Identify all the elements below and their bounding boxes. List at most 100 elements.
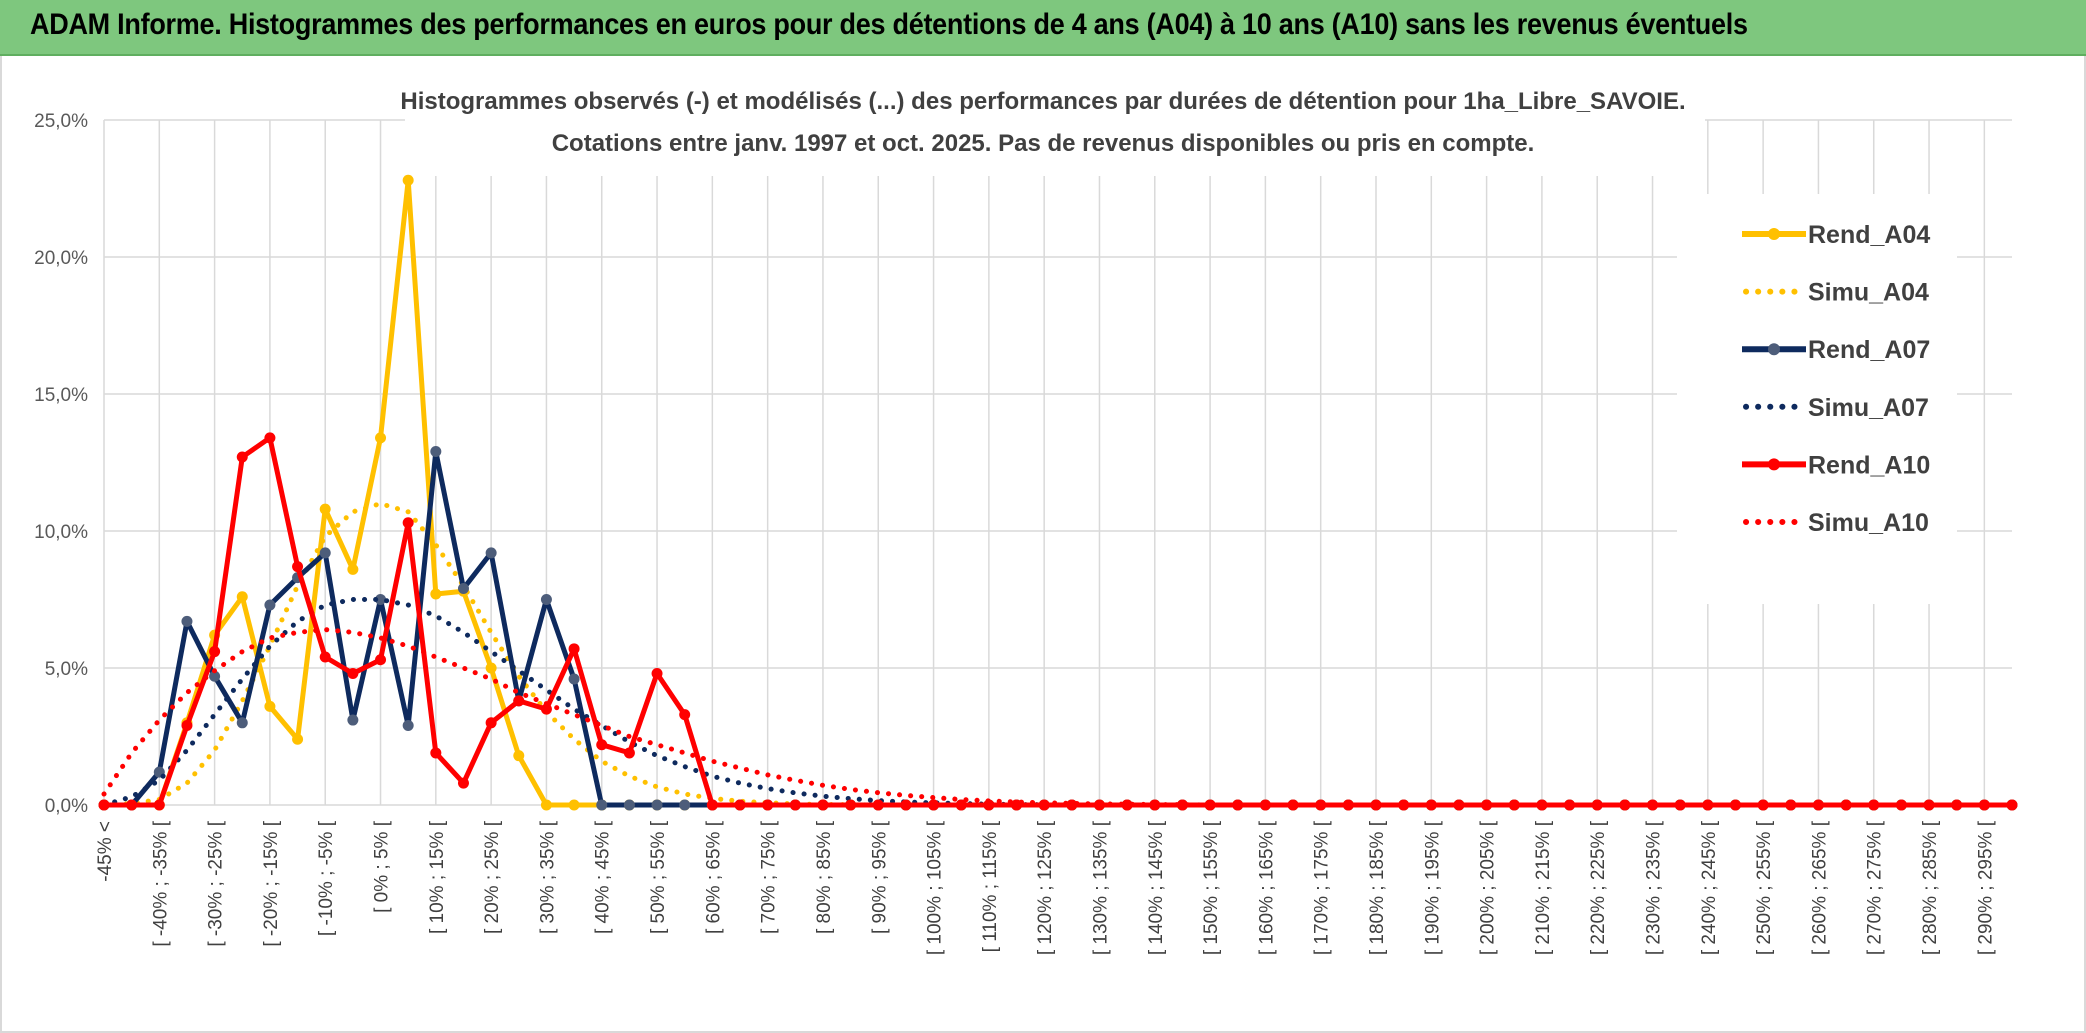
x-tick-label: [ 10% ; 15% [ [427, 820, 448, 934]
series-rend-a07-point [319, 547, 331, 559]
series-rend-a10-point [1564, 799, 1576, 811]
x-tick-label: [ 190% ; 195% [ [1422, 820, 1443, 955]
series-rend-a10-point [568, 643, 580, 655]
x-tick-label: [ -30% ; -25% [ [206, 820, 227, 946]
x-tick-label: [ 130% ; 135% [ [1090, 820, 1111, 955]
y-tick-label: 5,0% [45, 659, 88, 680]
x-tick-label: [ 70% ; 75% [ [759, 820, 780, 934]
x-tick-label: [ 280% ; 285% [ [1920, 820, 1941, 955]
series-rend-a10-point [153, 799, 165, 811]
legend-marker-rend-a04 [1768, 228, 1780, 240]
legend-label-simu-a04: Simu_A04 [1808, 279, 1929, 307]
series-rend-a10-point [1121, 799, 1133, 811]
x-tick-label: [ 260% ; 265% [ [1809, 820, 1830, 955]
x-tick-label: [ 140% ; 145% [ [1146, 820, 1167, 955]
x-tick-label: [ 90% ; 95% [ [869, 820, 890, 934]
series-rend-a07-point [485, 547, 497, 559]
series-rend-a07-point [209, 670, 221, 682]
series-rend-a10-point [1951, 799, 1963, 811]
x-tick-label: [ 290% ; 295% [ [1975, 820, 1996, 955]
series-rend-a10-point [1287, 799, 1299, 811]
series-rend-a10-point [181, 720, 193, 732]
series-rend-a10-point [457, 777, 469, 789]
series-group [98, 174, 2018, 811]
x-tick-label: [ 210% ; 215% [ [1533, 820, 1554, 955]
series-rend-a10-point [762, 799, 774, 811]
series-rend-a10-point [1674, 799, 1686, 811]
report-title: ADAM Informe. Histogrammes des performan… [30, 8, 1748, 41]
series-rend-a10-point [319, 651, 331, 663]
series-rend-a07-point [651, 799, 663, 811]
series-rend-a04-point [375, 432, 387, 444]
chart-title-line2: Cotations entre janv. 1997 et oct. 2025.… [552, 130, 1535, 157]
series-rend-a10-point [1453, 799, 1465, 811]
series-rend-a10-point [1508, 799, 1520, 811]
series-rend-a04-point [236, 591, 248, 603]
x-tick-label: [ 220% ; 225% [ [1588, 820, 1609, 955]
series-rend-a07-point [596, 799, 608, 811]
x-tick-label: [ -40% ; -35% [ [150, 820, 171, 946]
series-rend-a10-point [209, 646, 221, 658]
x-axis-ticks: -45% < [ -40% ; -35% [[ -30% ; -25% [[ -2… [95, 820, 1996, 955]
x-tick-label: [ 50% ; 55% [ [648, 820, 669, 934]
x-tick-label: [ 110% ; 115% [ [980, 820, 1001, 952]
series-rend-a07-point [181, 615, 193, 627]
series-rend-a10-point [651, 667, 663, 679]
x-tick-label: [ 60% ; 65% [ [703, 820, 724, 934]
series-rend-a10-line [104, 435, 2012, 808]
x-tick-label: [ 0% ; 5% [ [372, 820, 393, 913]
series-rend-a10-point [2006, 799, 2018, 811]
x-tick-label: [ 230% ; 235% [ [1644, 820, 1665, 955]
series-rend-a07-point [679, 799, 691, 811]
series-rend-a10-point [1342, 799, 1354, 811]
legend-label-simu-a07: Simu_A07 [1808, 394, 1929, 422]
series-rend-a04-point [430, 588, 442, 600]
series-simu-a10-line [101, 627, 2015, 808]
series-rend-a10-point [264, 432, 276, 444]
series-rend-a10-point [900, 799, 912, 811]
series-rend-a07-point [402, 720, 414, 732]
x-tick-label: [ 180% ; 185% [ [1367, 820, 1388, 955]
chart-title-line1: Histogrammes observés (-) et modélisés (… [400, 88, 1685, 115]
series-rend-a04-point [264, 700, 276, 712]
series-rend-a10-point [292, 561, 304, 573]
legend-label-rend-a04: Rend_A04 [1808, 221, 1930, 249]
legend-marker-rend-a10 [1768, 458, 1780, 471]
series-rend-a10-point [1619, 799, 1631, 811]
legend-label-rend-a10: Rend_A10 [1808, 451, 1930, 479]
series-rend-a10-point [1840, 799, 1852, 811]
series-rend-a07-point [375, 594, 387, 605]
series-rend-a10-point [845, 799, 857, 811]
series-rend-a10-point [430, 747, 442, 759]
y-tick-label: 20,0% [34, 248, 88, 269]
y-tick-label: 25,0% [34, 111, 88, 132]
series-rend-a10-point [789, 799, 801, 811]
x-tick-label: [ 270% ; 275% [ [1865, 820, 1886, 955]
series-rend-a10-point [706, 799, 718, 811]
x-tick-label: [ 30% ; 35% [ [537, 820, 558, 934]
series-rend-a10-point [817, 799, 829, 811]
x-tick-label: -45% < [95, 821, 116, 882]
series-rend-a10-point [623, 747, 635, 759]
series-rend-a07-point [568, 673, 580, 685]
series-rend-a10-point [402, 517, 414, 529]
series-rend-a10-point [236, 451, 248, 463]
series-rend-a04-point [485, 662, 497, 674]
series-rend-a04-point [319, 503, 331, 515]
x-tick-label: [ 250% ; 255% [ [1754, 820, 1775, 955]
series-rend-a10-point [872, 799, 884, 811]
histogram-chart: 0,0% 5,0% 10,0% 15,0% 20,0% 25,0% -45% < [ -40… [34, 76, 2018, 955]
y-tick-label: 10,0% [34, 522, 88, 543]
series-rend-a10-point [1176, 799, 1188, 811]
x-tick-label: [ 80% ; 85% [ [814, 820, 835, 934]
x-tick-label: [ 20% ; 25% [ [482, 820, 503, 934]
x-tick-label: [ 200% ; 205% [ [1478, 820, 1499, 955]
series-rend-a04-point [292, 733, 304, 745]
series-rend-a04-point [540, 799, 552, 811]
x-tick-label: [ -10% ; -5% [ [316, 820, 337, 936]
series-rend-a10-point [955, 799, 967, 811]
legend: Rend_A04 Simu_A04 Rend_A07 Simu_A07 Rend_A10… [1677, 194, 1957, 604]
series-rend-a07-point [430, 446, 442, 458]
legend-label-rend-a07: Rend_A07 [1808, 336, 1930, 364]
series-simu-a04-line [101, 501, 2015, 808]
